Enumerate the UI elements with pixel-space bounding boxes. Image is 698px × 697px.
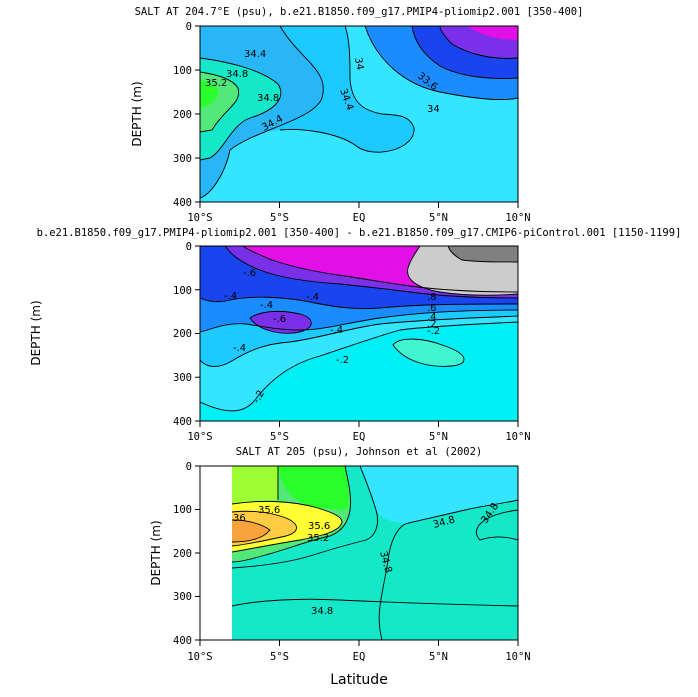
panel1-contour-label: 34.8 — [257, 93, 279, 104]
panel3-fill-34.4 — [360, 466, 518, 524]
panel2-contour-label: .2 — [427, 319, 437, 330]
panel3-contour-label: 35.6 — [308, 521, 330, 532]
panel3-y-tick: 400 — [173, 635, 192, 647]
panel3-y-tick: 100 — [173, 504, 192, 516]
panel2-contour-label: .4 — [427, 312, 437, 323]
panel1-plot: 34.4 34.8 35.2 34.8 34.4 34 34.4 33.6 34 — [199, 25, 519, 203]
panel3-x-tick: 5°S — [270, 651, 289, 663]
panel1-y-tick: 400 — [173, 197, 192, 209]
panel1-y-tick: 100 — [173, 65, 192, 77]
panel2-contour-label: -.2 — [336, 355, 349, 366]
panel2-x-tick: 5°N — [429, 431, 448, 443]
panel1-x-axis: 10°S 5°S EQ 5°N 10°N — [187, 202, 531, 224]
panel2-fill--0.6-blob — [250, 311, 312, 334]
panel2-x-tick: EQ — [353, 431, 366, 443]
panel2-contour-label: -.2 — [427, 326, 440, 337]
panel2-contour-label: .8 — [427, 292, 437, 303]
panel2-x-tick: 5°S — [270, 431, 289, 443]
panel3-plot: 35.6 36 35.6 35.2 34.8 34.8 34.8 34.8 — [199, 465, 519, 641]
panel2-contour-label: -.4 — [330, 325, 343, 336]
panel1-x-tick: 5°S — [270, 212, 289, 224]
panel3-x-tick: 10°S — [187, 651, 212, 663]
panel1-title: SALT AT 204.7°E (psu), b.e21.B1850.f09_g… — [135, 6, 584, 18]
panel3-fill-35.6-top — [278, 466, 349, 510]
panel2-x-tick: 10°S — [187, 431, 212, 443]
panel2-plot: -.6 -.4 -.4 -.4 -.6 -.4 -.4 -.2 -.2 .8 .… — [199, 245, 519, 422]
panel1-x-tick: 10°N — [505, 212, 530, 224]
panel3-y-axis: 0 100 200 300 400 DEPTH (m) — [149, 461, 200, 647]
panel1-contour-label: 34 — [427, 104, 440, 115]
panel1-y-tick: 0 — [186, 21, 192, 33]
panel3-contour-label: 36 — [233, 513, 246, 524]
panel1-contour-label: 34.4 — [244, 49, 266, 60]
panel2-y-axis: 0 100 200 300 400 DEPTH (m) — [29, 241, 200, 428]
panel1-x-tick: EQ — [353, 212, 366, 224]
panel2-y-tick: 400 — [173, 416, 192, 428]
panel3-y-label: DEPTH (m) — [149, 520, 163, 585]
panel1-y-axis: 0 100 200 300 400 DEPTH (m) — [130, 21, 200, 209]
panel2-x-axis: 10°S 5°S EQ 5°N 10°N — [187, 421, 531, 443]
panel1-x-tick: 5°N — [429, 212, 448, 224]
panel3-fill-36.2 — [232, 520, 270, 542]
panel3-x-tick: 5°N — [429, 651, 448, 663]
panel1-fill-32.4 — [468, 26, 518, 40]
x-axis-label: Latitude — [330, 672, 388, 688]
panel1-contour-label: 35.2 — [205, 78, 227, 89]
panel2-y-tick: 300 — [173, 372, 192, 384]
panel3-y-tick: 200 — [173, 548, 192, 560]
panel1-contour-label: 34.8 — [226, 69, 248, 80]
panel1-y-label: DEPTH (m) — [130, 81, 144, 146]
panel3-y-tick: 0 — [186, 461, 192, 473]
panel1-fill-35.6 — [200, 80, 218, 108]
panel3-fill-34.8 — [360, 466, 518, 640]
panel3-x-axis: 10°S 5°S EQ 5°N 10°N Latitude — [187, 640, 531, 688]
panel2-contour-label: -.4 — [306, 292, 319, 303]
panel1-y-tick: 300 — [173, 153, 192, 165]
panel3-contour-label: 34.8 — [311, 606, 333, 617]
panel2-y-tick: 200 — [173, 328, 192, 340]
panel2-y-tick: 100 — [173, 285, 192, 297]
panel3-y-tick: 300 — [173, 591, 192, 603]
panel2-contour-label: .6 — [427, 303, 437, 314]
panel3-x-tick: 10°N — [505, 651, 530, 663]
panel3-contour-label: 35.6 — [258, 505, 280, 516]
panel3-fill-35.6-left — [232, 466, 278, 504]
panel3-contour-label: 35.2 — [307, 533, 329, 544]
panel3-x-tick: EQ — [353, 651, 366, 663]
panel1-x-tick: 10°S — [187, 212, 212, 224]
panel1-contour-label: 34 — [352, 57, 365, 71]
panel2-x-tick: 10°N — [505, 431, 530, 443]
panel1-y-tick: 200 — [173, 109, 192, 121]
panel2-title: b.e21.B1850.f09_g17.PMIP4-pliomip2.001 [… — [37, 227, 682, 239]
panel3-title: SALT AT 205 (psu), Johnson et al (2002) — [236, 446, 483, 458]
panel2-y-tick: 0 — [186, 241, 192, 253]
panel2-y-label: DEPTH (m) — [29, 300, 43, 365]
panel2-contour-label: -.6 — [243, 268, 256, 279]
panel2-fill-0.0-blob — [393, 339, 465, 367]
panel2-contour-label: -.6 — [273, 314, 286, 325]
panel2-contour-label: -.4 — [260, 300, 273, 311]
panel2-fill-1.0 — [448, 246, 518, 262]
panel2-contour-label: -.4 — [224, 291, 237, 302]
panel2-contour-label: -.4 — [233, 343, 246, 354]
